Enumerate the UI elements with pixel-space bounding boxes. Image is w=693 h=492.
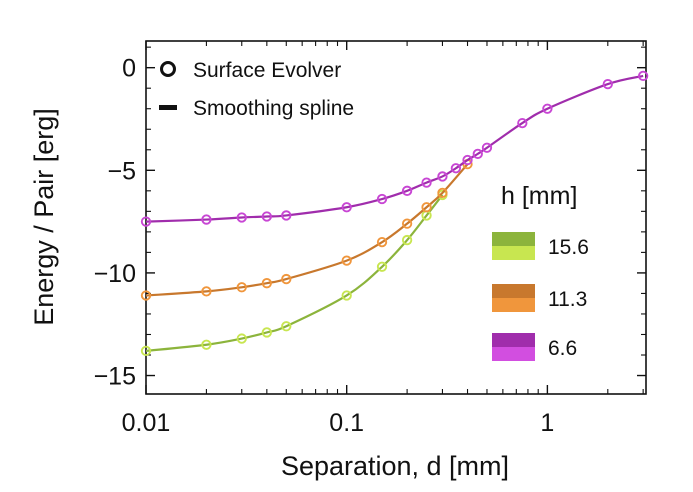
legend-swatch-light [492, 347, 535, 361]
legend-line-label: Smoothing spline [193, 97, 354, 120]
point-h-15-6 [376, 261, 388, 272]
x-axis-title: Separation, d [mm] [281, 451, 509, 481]
point-h-6-6 [140, 216, 152, 227]
point-h-11-3 [401, 218, 413, 229]
y-tick-label: 0 [122, 55, 136, 83]
legend-value-label: 15.6 [548, 236, 589, 259]
point-h-15-6 [261, 327, 272, 338]
point-h-11-3 [261, 278, 272, 289]
point-h-11-3 [236, 282, 247, 293]
point-h-6-6 [637, 70, 649, 82]
legend-swatch-light [492, 298, 535, 312]
point-h-6-6 [281, 210, 292, 221]
point-h-15-6 [140, 345, 152, 357]
point-h-15-6 [341, 290, 352, 301]
y-tick-label: −10 [94, 260, 136, 288]
marker-legend: Surface Evolver Smoothing spline [159, 59, 354, 120]
point-h-11-3 [437, 187, 448, 199]
point-h-15-6 [236, 333, 247, 344]
point-h-6-6 [376, 193, 388, 205]
point-h-11-3 [341, 255, 352, 266]
legend-line-marker [159, 105, 177, 110]
spline-h-6-6 [145, 74, 644, 223]
legend-swatch-dark [492, 333, 535, 347]
axis-ticks: 0.01 0.1 1 0 −5 −10 −15 [94, 41, 646, 437]
point-h-6-6 [437, 171, 448, 182]
legend-value-label: 6.6 [548, 337, 577, 360]
point-h-6-6 [602, 78, 613, 90]
spline-h-11-3 [145, 163, 469, 297]
y-axis-title: Energy / Pair [erg] [29, 108, 59, 326]
point-h-15-6 [281, 321, 292, 332]
point-h-15-6 [401, 234, 413, 246]
x-tick-label: 0.1 [329, 409, 364, 437]
legend-swatch-dark [492, 284, 535, 298]
legend-points-label: Surface Evolver [193, 59, 341, 82]
point-h-6-6 [261, 211, 272, 222]
legend-title: h [mm] [501, 182, 577, 210]
point-h-6-6 [517, 117, 528, 129]
spline-h-15-6 [145, 194, 444, 352]
point-h-11-3 [201, 286, 212, 297]
legend-value-label: 11.3 [548, 288, 587, 311]
point-h-6-6 [341, 202, 352, 213]
point-h-15-6 [201, 339, 212, 350]
point-h-6-6 [201, 214, 212, 225]
point-h-11-3 [140, 290, 152, 301]
y-tick-label: −15 [94, 363, 136, 391]
point-h-11-3 [421, 202, 432, 213]
point-h-11-3 [376, 236, 388, 248]
y-tick-label: −5 [107, 157, 136, 185]
legend-swatch-dark [492, 232, 535, 246]
height-legend: h [mm] 15.6 11.3 6.6 [492, 182, 589, 361]
x-tick-label: 1 [540, 409, 554, 437]
x-tick-label: 0.01 [122, 409, 171, 437]
legend-swatch-light [492, 246, 535, 260]
series-layer [140, 70, 649, 357]
point-h-6-6 [421, 177, 432, 188]
legend-circle-marker [160, 61, 176, 77]
point-h-6-6 [450, 163, 462, 174]
point-h-6-6 [542, 103, 553, 114]
point-h-6-6 [236, 212, 247, 223]
point-h-11-3 [281, 273, 292, 285]
point-h-6-6 [462, 154, 473, 166]
point-h-6-6 [472, 148, 483, 160]
point-h-6-6 [401, 185, 413, 196]
point-h-6-6 [481, 142, 493, 153]
